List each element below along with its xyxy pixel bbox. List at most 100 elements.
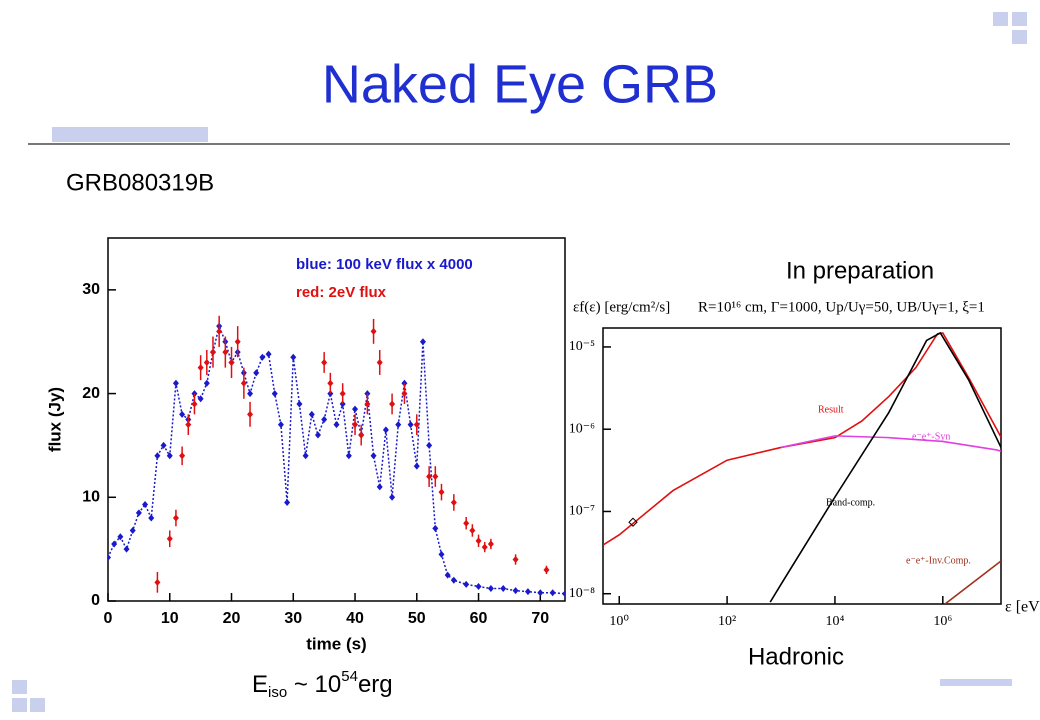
data-point <box>395 421 402 429</box>
data-point <box>234 338 241 346</box>
data-point <box>475 582 482 590</box>
subtitle: GRB080319B <box>66 169 214 196</box>
data-point <box>364 400 371 408</box>
data-point <box>247 390 254 398</box>
series-line <box>780 435 1001 452</box>
note: In preparation <box>786 257 934 284</box>
data-point <box>463 519 470 527</box>
data-point <box>117 533 124 541</box>
data-point <box>123 545 130 553</box>
y-tick-label: 10 <box>82 489 100 506</box>
plot-frame <box>107 237 566 602</box>
data-point <box>129 526 136 534</box>
x-axis-label: ε [eV] <box>1005 599 1040 616</box>
series-line <box>769 331 1001 603</box>
data-point <box>389 400 396 408</box>
data-point <box>469 526 476 534</box>
y-tick-label: 20 <box>82 385 100 402</box>
data-point <box>432 524 439 532</box>
x-tick-label: 40 <box>346 610 364 627</box>
data-point <box>358 431 365 439</box>
y-tick-label: 10⁻⁸ <box>569 586 595 601</box>
data-point <box>549 589 556 597</box>
energy: Eiso ~ 1054erg <box>252 668 393 701</box>
energy-exp: 54 <box>341 668 358 685</box>
data-point <box>463 580 470 588</box>
legend-entry: blue: 100 keV flux x 4000 <box>296 256 473 273</box>
data-point <box>370 452 377 460</box>
energy-unit: erg <box>358 671 393 698</box>
decor-square <box>30 698 45 712</box>
slide-title: Naked Eye GRB <box>322 54 718 114</box>
x-tick-label: 10⁰ <box>609 614 629 629</box>
y-tick-label: 30 <box>82 281 100 298</box>
data-point <box>271 390 278 398</box>
data-point <box>296 400 303 408</box>
data-point <box>284 498 291 506</box>
data-point <box>308 410 315 418</box>
data-point <box>222 348 229 356</box>
decor-bar <box>940 679 1012 686</box>
data-point <box>345 452 352 460</box>
data-point <box>203 379 210 387</box>
decor-square <box>993 12 1008 26</box>
data-point <box>160 441 167 449</box>
legend-entry: red: 2eV flux <box>296 284 387 301</box>
data-point <box>259 353 266 361</box>
data-point <box>376 358 383 366</box>
y-tick-label: 0 <box>91 592 100 609</box>
y-tick-label: 10⁻⁶ <box>569 421 595 436</box>
data-point <box>197 395 204 403</box>
data-point <box>500 585 507 593</box>
plot-frame <box>602 327 1002 605</box>
data-point <box>382 426 389 434</box>
series-line <box>944 560 1001 604</box>
data-point <box>209 348 216 356</box>
caption: Hadronic <box>748 643 844 670</box>
x-tick-label: 0 <box>104 610 113 627</box>
decor-square <box>1012 12 1027 26</box>
data-point <box>265 350 272 358</box>
data-point <box>413 421 420 429</box>
data-point <box>327 379 334 387</box>
x-tick-label: 10⁴ <box>826 614 845 629</box>
curve-label: e⁻e⁺-Inv.Comp. <box>906 555 971 566</box>
data-point <box>413 462 420 470</box>
data-point <box>512 556 519 564</box>
data-point <box>240 379 247 387</box>
data-point <box>450 576 457 584</box>
data-point <box>389 493 396 501</box>
data-point <box>172 514 179 522</box>
data-point <box>512 587 519 595</box>
data-point <box>179 410 186 418</box>
data-point <box>376 483 383 491</box>
x-tick-label: 20 <box>223 610 241 627</box>
x-tick-label: 10² <box>718 614 736 629</box>
data-point <box>401 390 408 398</box>
y-axis-label: flux (Jy) <box>45 387 64 452</box>
data-point <box>185 421 192 429</box>
data-point <box>481 543 488 551</box>
data-point <box>352 405 359 413</box>
data-point <box>148 514 155 522</box>
data-point <box>154 452 161 460</box>
x-tick-label: 70 <box>531 610 549 627</box>
data-point <box>108 553 111 561</box>
data-point <box>253 369 260 377</box>
data-point <box>438 488 445 496</box>
series-line <box>108 323 565 595</box>
y-tick-label: 10⁻⁷ <box>569 504 595 519</box>
data-point <box>172 379 179 387</box>
plot-area <box>108 315 565 598</box>
data-point <box>111 540 118 548</box>
data-point <box>426 473 433 481</box>
energy-symbol: E <box>252 671 268 698</box>
data-point <box>475 537 482 545</box>
data-point <box>197 364 204 372</box>
x-tick-label: 10⁶ <box>933 614 952 629</box>
decor-square <box>1012 30 1027 44</box>
x-tick-label: 60 <box>470 610 488 627</box>
data-point <box>142 501 149 509</box>
y-tick-label: 10⁻⁵ <box>569 339 595 354</box>
